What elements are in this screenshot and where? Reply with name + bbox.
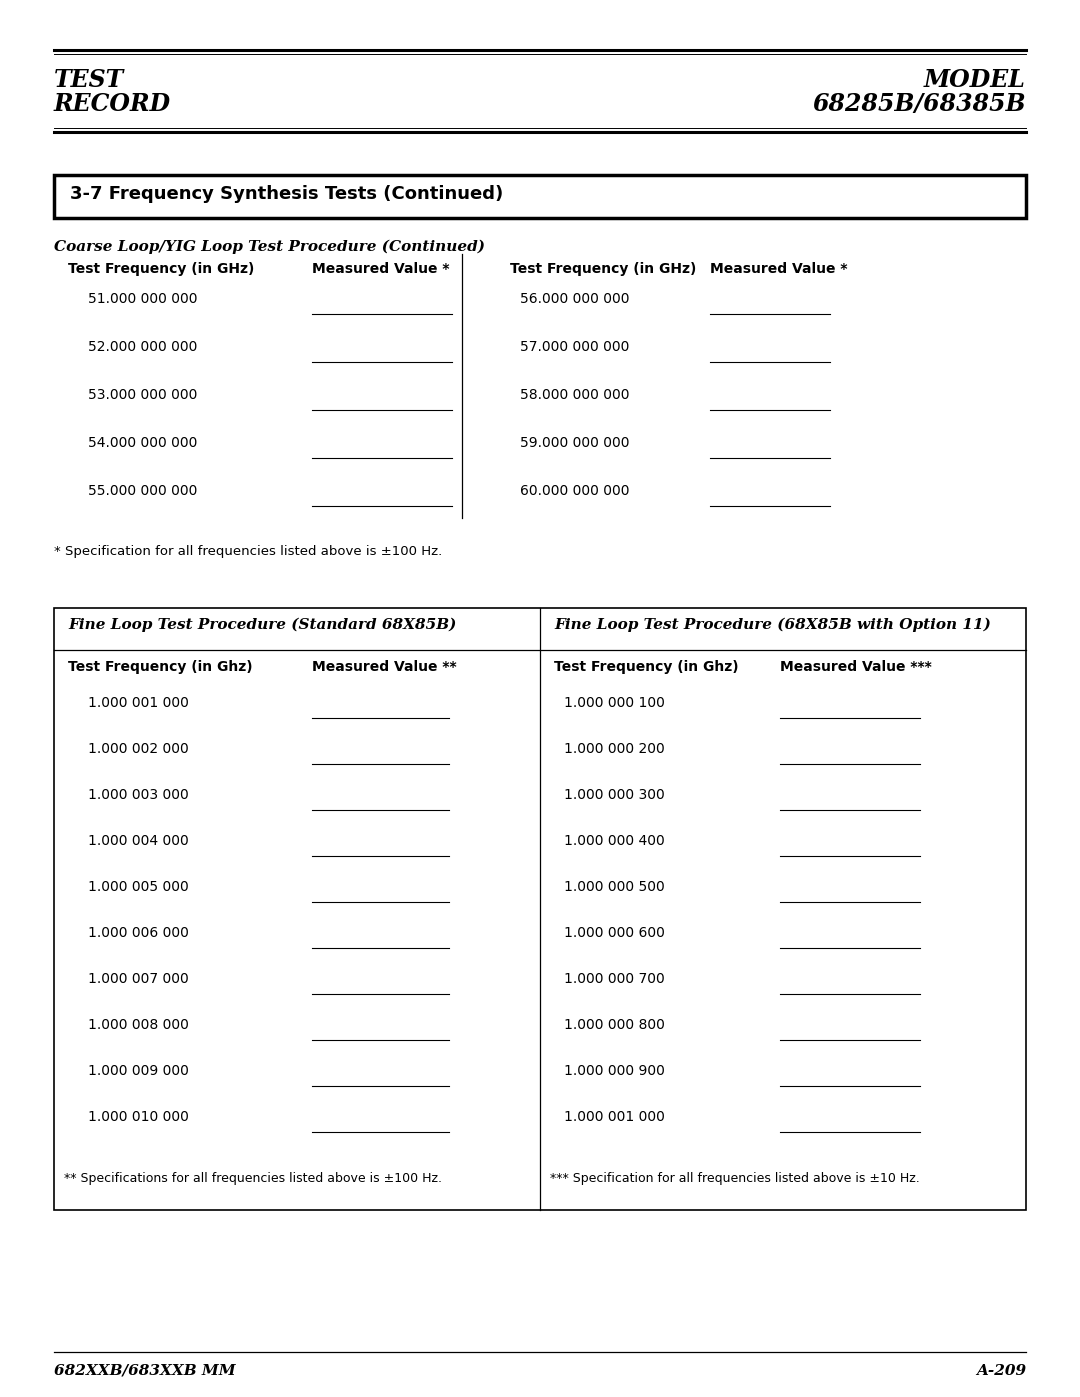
Text: Measured Value *: Measured Value *: [710, 263, 848, 277]
Text: 1.000 000 300: 1.000 000 300: [564, 788, 665, 802]
Text: 51.000 000 000: 51.000 000 000: [87, 292, 198, 306]
Text: 1.000 000 800: 1.000 000 800: [564, 1018, 665, 1032]
Text: *** Specification for all frequencies listed above is ±10 Hz.: *** Specification for all frequencies li…: [550, 1172, 920, 1185]
Text: 1.000 001 000: 1.000 001 000: [87, 696, 189, 710]
Text: 1.000 000 100: 1.000 000 100: [564, 696, 665, 710]
Text: 56.000 000 000: 56.000 000 000: [519, 292, 630, 306]
Text: 1.000 001 000: 1.000 001 000: [564, 1111, 665, 1125]
Text: 1.000 010 000: 1.000 010 000: [87, 1111, 189, 1125]
Text: RECORD: RECORD: [54, 92, 171, 116]
Text: Test Frequency (in Ghz): Test Frequency (in Ghz): [554, 659, 739, 673]
Text: 55.000 000 000: 55.000 000 000: [87, 483, 198, 497]
Text: 1.000 000 200: 1.000 000 200: [564, 742, 665, 756]
Text: MODEL: MODEL: [924, 68, 1026, 92]
Text: Measured Value *: Measured Value *: [312, 263, 449, 277]
Text: 1.000 006 000: 1.000 006 000: [87, 926, 189, 940]
Text: Fine Loop Test Procedure (68X85B with Option 11): Fine Loop Test Procedure (68X85B with Op…: [554, 617, 990, 633]
Text: 1.000 009 000: 1.000 009 000: [87, 1065, 189, 1078]
Text: 59.000 000 000: 59.000 000 000: [519, 436, 630, 450]
Text: TEST: TEST: [54, 68, 124, 92]
Text: 1.000 000 900: 1.000 000 900: [564, 1065, 665, 1078]
Text: A-209: A-209: [976, 1363, 1026, 1377]
Text: 60.000 000 000: 60.000 000 000: [519, 483, 630, 497]
Text: Measured Value ***: Measured Value ***: [780, 659, 932, 673]
Text: 57.000 000 000: 57.000 000 000: [519, 339, 630, 353]
Text: Test Frequency (in GHz): Test Frequency (in GHz): [68, 263, 255, 277]
Text: 53.000 000 000: 53.000 000 000: [87, 388, 198, 402]
Text: 54.000 000 000: 54.000 000 000: [87, 436, 198, 450]
Text: 1.000 008 000: 1.000 008 000: [87, 1018, 189, 1032]
Text: Test Frequency (in Ghz): Test Frequency (in Ghz): [68, 659, 253, 673]
Text: * Specification for all frequencies listed above is ±100 Hz.: * Specification for all frequencies list…: [54, 545, 442, 557]
Bar: [54, 175, 1026, 218]
Text: 68285B/68385B: 68285B/68385B: [812, 92, 1026, 116]
Bar: [54, 608, 1026, 1210]
Text: 1.000 002 000: 1.000 002 000: [87, 742, 189, 756]
Text: 682XXB/683XXB MM: 682XXB/683XXB MM: [54, 1363, 235, 1377]
Text: 1.000 003 000: 1.000 003 000: [87, 788, 189, 802]
Text: 1.000 005 000: 1.000 005 000: [87, 880, 189, 894]
Text: 1.000 000 400: 1.000 000 400: [564, 834, 665, 848]
Text: 1.000 000 700: 1.000 000 700: [564, 972, 665, 986]
Text: Measured Value **: Measured Value **: [312, 659, 457, 673]
Text: 1.000 000 500: 1.000 000 500: [564, 880, 665, 894]
Text: ** Specifications for all frequencies listed above is ±100 Hz.: ** Specifications for all frequencies li…: [64, 1172, 442, 1185]
Text: 1.000 000 600: 1.000 000 600: [564, 926, 665, 940]
Text: 3-7 Frequency Synthesis Tests (Continued): 3-7 Frequency Synthesis Tests (Continued…: [70, 184, 503, 203]
Text: 1.000 007 000: 1.000 007 000: [87, 972, 189, 986]
Text: 1.000 004 000: 1.000 004 000: [87, 834, 189, 848]
Text: 52.000 000 000: 52.000 000 000: [87, 339, 198, 353]
Text: Test Frequency (in GHz): Test Frequency (in GHz): [510, 263, 697, 277]
Text: 58.000 000 000: 58.000 000 000: [519, 388, 630, 402]
Text: Coarse Loop/YIG Loop Test Procedure (Continued): Coarse Loop/YIG Loop Test Procedure (Con…: [54, 240, 485, 254]
Text: Fine Loop Test Procedure (Standard 68X85B): Fine Loop Test Procedure (Standard 68X85…: [68, 617, 457, 633]
